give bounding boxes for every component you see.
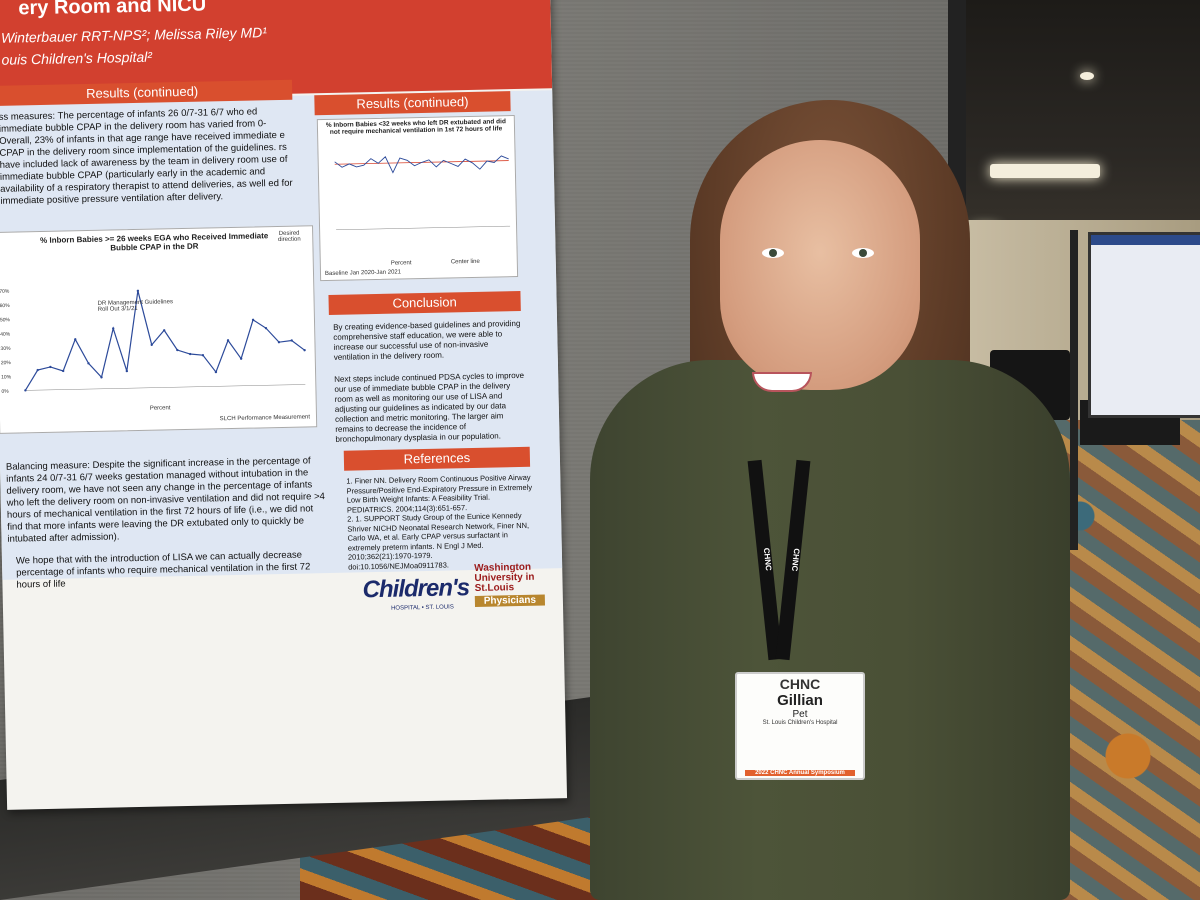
y-tick-label: 30% bbox=[0, 346, 11, 352]
chart-extubated: % Inborn Babies <32 weeks who left DR ex… bbox=[316, 115, 519, 282]
conclusion-p1: By creating evidence-based guidelines an… bbox=[333, 318, 521, 362]
name-badge: CHNC Gillian Pet St. Louis Children's Ho… bbox=[735, 672, 865, 780]
eye bbox=[852, 248, 874, 258]
results-heading-right: Results (continued) bbox=[314, 91, 511, 116]
chart-plot bbox=[334, 155, 511, 231]
badge-hospital: St. Louis Children's Hospital bbox=[762, 720, 838, 726]
green-sweater bbox=[590, 360, 1070, 900]
data-point bbox=[226, 339, 230, 342]
data-point bbox=[303, 349, 306, 352]
data-point bbox=[136, 289, 140, 293]
data-point bbox=[49, 365, 52, 369]
childrens-hospital-logo: Children's bbox=[362, 574, 470, 604]
childrens-hospital-logo-sub: HOSPITAL • ST. LOUIS bbox=[390, 604, 454, 612]
y-tick-label: 20% bbox=[1, 360, 12, 366]
data-point bbox=[61, 369, 65, 373]
conclusion-heading: Conclusion bbox=[328, 290, 521, 315]
data-point bbox=[24, 389, 27, 392]
eye bbox=[762, 248, 784, 258]
ceiling-light bbox=[990, 164, 1100, 178]
badge-last-name: Pet bbox=[792, 709, 808, 720]
data-point bbox=[112, 327, 115, 330]
data-point bbox=[162, 329, 166, 332]
lisa-text: We hope that with the introduction of LI… bbox=[15, 549, 311, 591]
badge-event: 2022 CHNC Annual Symposium bbox=[745, 770, 855, 776]
y-tick-label: 60% bbox=[0, 303, 10, 309]
y-tick-label: 50% bbox=[0, 317, 11, 323]
y-tick-label: 70% bbox=[0, 289, 10, 295]
poster-authors: Winterbauer RRT-NPS²; Melissa Riley MD¹ bbox=[0, 24, 268, 46]
data-point bbox=[290, 339, 293, 342]
reference-1: 1. Finer NN. Delivery Room Continuous Po… bbox=[346, 472, 533, 515]
data-point bbox=[239, 357, 243, 360]
presenter: CHNC CHNC CHNC Gillian Pet St. Louis Chi… bbox=[580, 100, 1080, 900]
y-tick-label: 0% bbox=[1, 389, 9, 395]
poster-title: ery Room and NICU bbox=[18, 0, 207, 20]
poster-affiliation: ouis Children's Hospital² bbox=[1, 48, 153, 68]
chart-legend: Percent bbox=[149, 405, 171, 412]
data-point bbox=[264, 326, 268, 330]
data-point bbox=[150, 343, 153, 347]
data-point bbox=[36, 368, 39, 372]
results-text: ss measures: The percentage of infants 2… bbox=[0, 106, 293, 207]
data-point bbox=[251, 318, 255, 322]
background-poster bbox=[1088, 232, 1200, 418]
research-poster: ery Room and NICU Winterbauer RRT-NPS²; … bbox=[0, 0, 568, 810]
face bbox=[720, 140, 920, 390]
data-point bbox=[87, 362, 90, 365]
physicians-logo-text: Physicians bbox=[474, 594, 546, 607]
badge-first-name: Gillian bbox=[777, 692, 823, 709]
data-point bbox=[214, 370, 218, 374]
data-point bbox=[201, 353, 205, 357]
y-tick-label: 10% bbox=[1, 374, 12, 380]
references-heading: References bbox=[343, 446, 531, 471]
badge-org: CHNC bbox=[779, 676, 821, 692]
x-axis bbox=[25, 384, 306, 391]
washu-logo-text: Washington University in St.Louis bbox=[474, 561, 535, 594]
data-point bbox=[188, 352, 192, 356]
data-point bbox=[125, 369, 129, 373]
ceiling-light bbox=[1080, 72, 1094, 80]
chart-annotation: DR Management Guidelines Roll Out 3/1/21 bbox=[97, 299, 174, 313]
conclusion-p2: Next steps include continued PDSA cycles… bbox=[334, 370, 525, 444]
data-point bbox=[176, 348, 179, 352]
chart-legend-percent: Percent bbox=[390, 260, 412, 267]
poster-stand bbox=[1070, 230, 1078, 550]
balancing-text: Balancing measure: Despite the significa… bbox=[5, 455, 325, 545]
chart-plot: 0% 10% 20% 30% 40% 50% 60% 70% bbox=[0, 289, 306, 395]
chart-legend-centerline: Center line bbox=[450, 258, 480, 266]
chart-bubble-cpap: % Inborn Babies >= 26 weeks EGA who Rece… bbox=[0, 225, 318, 434]
y-tick-label: 40% bbox=[0, 331, 11, 337]
percent-series-line bbox=[334, 155, 509, 174]
background-poster-header bbox=[1091, 235, 1200, 245]
data-point bbox=[74, 338, 77, 341]
data-point bbox=[100, 376, 103, 379]
data-point bbox=[277, 340, 281, 344]
washu-physicians-logo: Washington University in St.Louis Physic… bbox=[474, 561, 546, 607]
x-axis bbox=[336, 225, 511, 231]
